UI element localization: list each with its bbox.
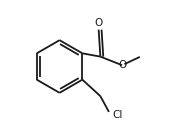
Text: O: O [118, 60, 127, 70]
Text: Cl: Cl [112, 110, 123, 120]
Text: O: O [94, 18, 102, 28]
